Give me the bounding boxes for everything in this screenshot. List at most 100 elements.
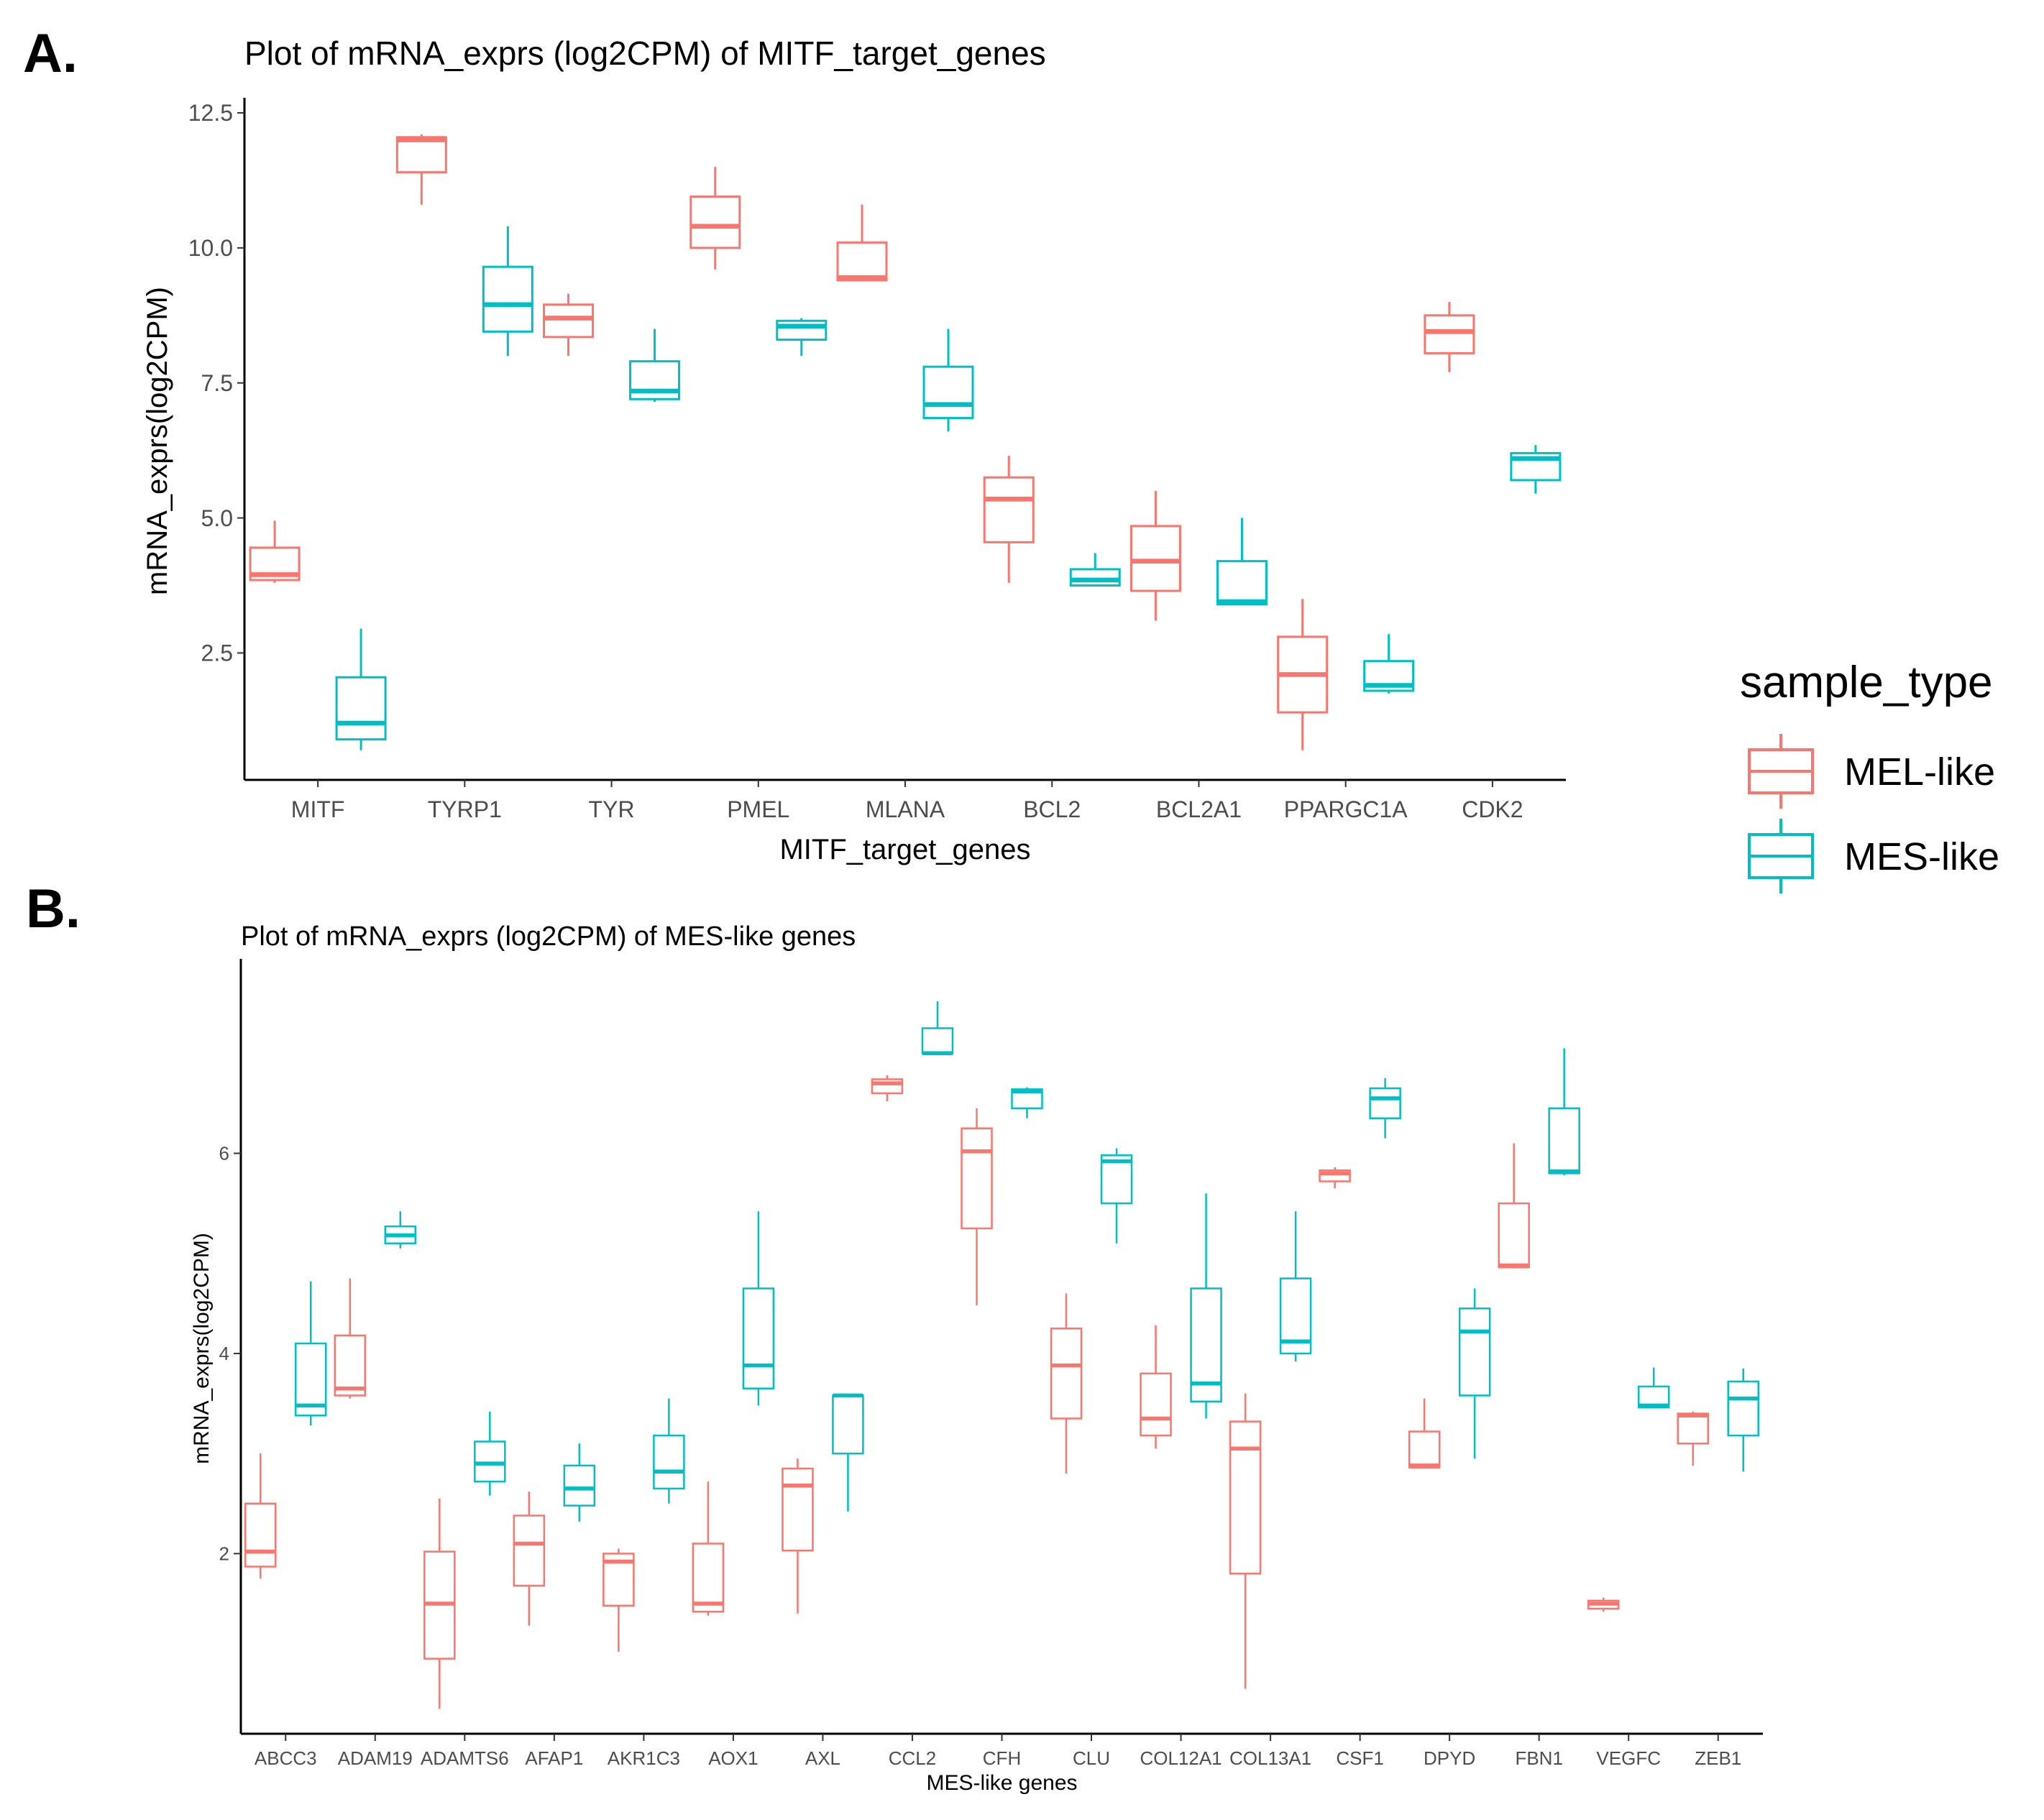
chart0-box-mes-like-bcl2: [1069, 553, 1121, 587]
chart1-box-mes-like-zeb1: [1727, 1368, 1759, 1472]
chart0-box-mes-like-ppargc1a: [1363, 634, 1415, 694]
chart1-box-mes-like-abcc3: [295, 1281, 327, 1426]
chart0-x-tick-label: PMEL: [727, 796, 789, 822]
box-body: [295, 1342, 327, 1417]
chart1-box-mel-like-abcc3: [244, 1453, 277, 1579]
chart1-box-mes-like-fbn1: [1548, 1048, 1580, 1176]
box-body: [244, 1502, 277, 1568]
box-body: [629, 360, 681, 400]
panel-b-chart: Plot of mRNA_exprs (log2CPM) of MES-like…: [190, 922, 1763, 1795]
box-body: [689, 195, 741, 249]
box-body: [1424, 314, 1475, 354]
box-body: [1548, 1107, 1580, 1175]
chart0-box-mes-like-mitf: [335, 628, 387, 750]
chart0-box-mes-like-tyrp1: [482, 226, 533, 357]
box-body: [543, 303, 595, 339]
box-body: [513, 1515, 546, 1587]
chart0-x-tick-label: BCL2: [1023, 796, 1081, 822]
chart0-y-tick-label: 12.5: [188, 100, 233, 126]
box-body: [742, 1287, 775, 1389]
chart1-x-tick-label: AOX1: [708, 1747, 758, 1769]
box-body: [921, 1027, 954, 1054]
legend: sample_type MEL-like MES-like: [1740, 658, 1999, 893]
chart0-box-mel-like-mitf: [249, 520, 301, 583]
chart0-x-tick-label: MITF: [291, 796, 345, 822]
chart0-box-mel-like-pmel: [689, 167, 741, 270]
panel-a-chart: Plot of mRNA_exprs (log2CPM) of MITF_tar…: [142, 35, 1566, 865]
chart1-box-mes-like-axl: [832, 1393, 864, 1512]
chart0-box-mes-like-tyr: [629, 328, 681, 403]
box-body: [1369, 1087, 1401, 1120]
chart0-box-mel-like-mlana: [836, 204, 888, 282]
box-body: [1140, 1372, 1172, 1437]
chart1-x-tick-label: ZEB1: [1695, 1747, 1741, 1769]
chart1-x-tick-label: AKR1C3: [608, 1747, 680, 1769]
chart0-box-mes-like-bcl2a1: [1216, 518, 1268, 606]
chart0-x-tick-label: MLANA: [866, 796, 945, 822]
chart1-box-mes-like-csf1: [1369, 1078, 1401, 1139]
legend-key-mel-like: MEL-like: [1748, 734, 1995, 809]
chart1-y-tick-label: 6: [219, 1143, 229, 1164]
box-body: [1100, 1154, 1133, 1205]
box-body: [836, 241, 888, 282]
chart1-x-tick-label: AXL: [805, 1747, 840, 1769]
chart1-box-mel-like-clu: [1050, 1293, 1083, 1474]
chart1-box-mel-like-akr1c3: [602, 1548, 635, 1652]
box-body: [474, 1440, 506, 1483]
box-body: [776, 319, 828, 341]
box-body: [961, 1127, 993, 1230]
box-body: [334, 1334, 367, 1397]
box-body: [1408, 1430, 1441, 1469]
chart0-box-mel-like-ppargc1a: [1277, 599, 1329, 750]
chart0-y-tick-label: 7.5: [201, 370, 233, 396]
box-body: [983, 476, 1035, 543]
chart0-box-mel-like-bcl2: [983, 456, 1035, 583]
chart0-title: Plot of mRNA_exprs (log2CPM) of MITF_tar…: [244, 35, 1046, 72]
chart0-x-tick-label: PPARGC1A: [1284, 796, 1408, 822]
chart1-box-mel-like-ccl2: [871, 1075, 904, 1102]
chart0-x-tick-label: TYRP1: [428, 796, 502, 822]
chart1-x-tick-label: CLU: [1073, 1747, 1110, 1769]
chart1-x-tick-label: COL12A1: [1140, 1747, 1222, 1769]
box-body: [692, 1543, 725, 1613]
box-body: [1229, 1420, 1262, 1575]
box-body: [1458, 1307, 1491, 1397]
chart1-box-mes-like-adam19: [384, 1211, 417, 1249]
chart1-box-mel-like-col13a1: [1229, 1393, 1262, 1689]
legend-label: MEL-like: [1844, 750, 1995, 794]
chart0-box-mes-like-mlana: [922, 328, 974, 432]
box-body: [1727, 1380, 1759, 1437]
chart1-box-mel-like-zeb1: [1677, 1411, 1709, 1466]
chart1-box-mel-like-adamts6: [423, 1498, 456, 1709]
legend-key-mes-like: MES-like: [1748, 819, 1999, 893]
chart1-box-mel-like-vegfc: [1587, 1597, 1620, 1612]
box-body: [1069, 568, 1121, 587]
chart1-box-mel-like-cfh: [961, 1108, 993, 1306]
box-body: [1129, 525, 1181, 592]
chart1-y-tick-label: 2: [219, 1543, 229, 1565]
chart0-box-mel-like-cdk2: [1424, 302, 1475, 372]
chart0-box-mel-like-tyr: [543, 293, 595, 357]
chart1-box-mel-like-aox1: [692, 1481, 725, 1616]
chart1-box-mel-like-col12a1: [1140, 1325, 1172, 1449]
chart1-x-axis-title: MES-like genes: [926, 1771, 1077, 1795]
chart0-x-tick-label: BCL2A1: [1156, 796, 1242, 822]
chart1-box-mes-like-col13a1: [1279, 1211, 1312, 1362]
chart1-box-mes-like-vegfc: [1637, 1367, 1670, 1409]
chart1-box-mel-like-adam19: [334, 1278, 367, 1399]
chart1-x-tick-label: VEGFC: [1596, 1747, 1661, 1769]
chart1-box-mel-like-axl: [782, 1458, 814, 1614]
chart1-x-tick-label: CSF1: [1336, 1747, 1383, 1769]
chart1-x-tick-label: CCL2: [889, 1747, 936, 1769]
chart1-box-mes-like-cfh: [1011, 1087, 1043, 1118]
chart0-x-axis-title: MITF_target_genes: [779, 834, 1030, 865]
box-body: [653, 1434, 685, 1490]
box-body: [1050, 1327, 1083, 1420]
box-body: [1216, 560, 1268, 606]
chart1-y-tick-label: 4: [219, 1343, 229, 1364]
chart1-x-tick-label: ADAM19: [338, 1747, 413, 1769]
chart1-y-axis-title: mRNA_exprs(log2CPM): [190, 1233, 214, 1464]
chart1-x-tick-label: COL13A1: [1229, 1747, 1311, 1769]
chart1-x-tick-label: CFH: [983, 1747, 1021, 1769]
